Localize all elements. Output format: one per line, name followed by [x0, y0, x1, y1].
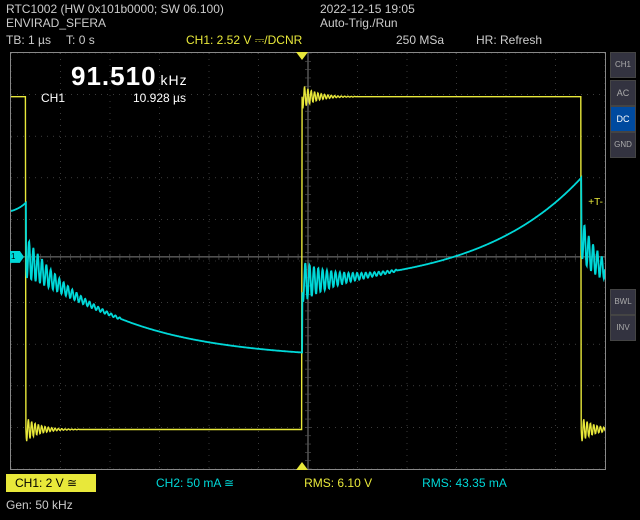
frequency-readout: 91.510kHz [71, 61, 188, 92]
ch1-scale-box[interactable]: CH1: 2 V ≅ [6, 474, 96, 492]
coupling-button-dc[interactable]: DC [610, 106, 636, 132]
ch1-label: CH1 [41, 91, 65, 105]
coupling-button-gnd[interactable]: GND [610, 132, 636, 158]
project-line: ENVIRAD_SFERA [6, 16, 106, 30]
side-panel: CH1 ACDCGND BWLINV [610, 52, 638, 470]
oscilloscope-plot[interactable]: 91.510kHz CH1 10.928 µs 1 +T- [10, 52, 606, 470]
freq-value: 91.510 [71, 61, 157, 91]
t-label: T: [66, 33, 75, 47]
freq-unit: kHz [161, 72, 188, 88]
option-button-bwl[interactable]: BWL [610, 289, 636, 315]
tb-value: 1 µs [28, 33, 51, 47]
datetime: 2022-12-15 19:05 [320, 2, 415, 16]
ch1-vdiv: CH1: 2.52 V ⎓/DCNR [186, 33, 346, 48]
model-line: RTC1002 (HW 0x101b0000; SW 06.100) [6, 2, 224, 16]
option-button-inv[interactable]: INV [610, 315, 636, 341]
generator-readout: Gen: 50 kHz [6, 498, 73, 512]
settings-bar: TB: 1 µs T: 0 s CH1: 2.52 V ⎓/DCNR 250 M… [0, 31, 640, 49]
waveform-svg [11, 53, 605, 469]
trigger-mode: Auto-Trig./Run [320, 16, 398, 30]
rms-ch1: RMS: 6.10 V [304, 476, 372, 490]
ch2-scale: CH2: 50 mA ≅ [156, 476, 234, 490]
channel-indicator[interactable]: CH1 [610, 52, 636, 78]
trigger-marker-top-icon [296, 52, 308, 60]
footer-bar: CH1: 2 V ≅ CH2: 50 mA ≅ RMS: 6.10 V RMS:… [0, 474, 640, 492]
coupling-button-ac[interactable]: AC [610, 80, 636, 106]
tb-label: TB: [6, 33, 25, 47]
trigger-level-label: +T- [588, 197, 603, 208]
sample-rate: 250 MSa [396, 33, 466, 47]
t-value: 0 s [79, 33, 95, 47]
hr-mode: HR: Refresh [476, 33, 542, 47]
period-readout: 10.928 µs [133, 91, 186, 105]
rms-ch2: RMS: 43.35 mA [422, 476, 507, 490]
trigger-marker-bottom-icon [296, 462, 308, 470]
